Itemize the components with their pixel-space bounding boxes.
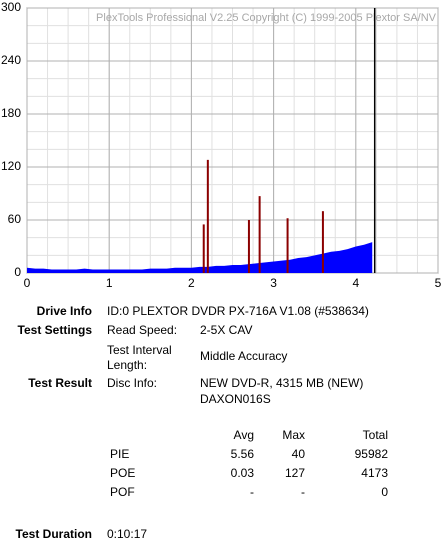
watermark: PlexTools Professional V2.25 Copyright (…	[96, 12, 437, 24]
grid	[26, 7, 439, 274]
cell: 127	[285, 466, 305, 480]
column-header: Avg	[234, 428, 254, 442]
label: Read Speed:	[107, 323, 177, 337]
row-label: PIE	[110, 447, 129, 461]
row-label: POE	[110, 466, 135, 480]
label: Test Result	[28, 376, 92, 390]
value: Middle Accuracy	[200, 349, 287, 363]
y-tick-label: 0	[14, 265, 21, 279]
cell: 40	[292, 447, 306, 461]
x-tick-label: 2	[188, 276, 195, 290]
pie-area	[27, 242, 373, 273]
cell: 4173	[361, 466, 388, 480]
label: Test Duration	[16, 527, 92, 541]
cell: 95982	[355, 447, 389, 461]
label: Disc Info:	[107, 376, 157, 390]
label: Drive Info	[37, 304, 92, 318]
value: 0:10:17	[107, 527, 147, 541]
x-tick-label: 0	[24, 276, 31, 290]
column-header: Max	[282, 428, 305, 442]
cell: 0.03	[231, 466, 255, 480]
value: 2-5X CAV	[200, 323, 252, 337]
y-tick-label: 180	[1, 106, 21, 120]
value: ID:0 PLEXTOR DVDR PX-716A V1.08 (#538634…	[107, 304, 369, 318]
value: NEW DVD-R, 4315 MB (NEW)	[200, 376, 363, 390]
x-tick-label: 1	[106, 276, 113, 290]
label: Test Settings	[18, 323, 93, 337]
column-header: Total	[363, 428, 388, 442]
x-tick-label: 3	[270, 276, 277, 290]
cell: 0	[381, 485, 388, 499]
label: Test Interval	[107, 343, 172, 357]
cell: 5.56	[231, 447, 255, 461]
y-tick-label: 120	[1, 159, 21, 173]
label: Length:	[107, 358, 147, 372]
row-label: POF	[110, 485, 135, 499]
y-tick-label: 300	[1, 0, 21, 14]
value: DAXON016S	[200, 392, 271, 406]
stats-table: Avg Max Total PIE 5.56 40 95982 POE 0.03 127 4173 P…	[110, 428, 388, 499]
x-tick-label: 4	[352, 276, 359, 290]
cell: -	[250, 485, 254, 499]
x-tick-label: 5	[435, 276, 442, 290]
cell: -	[301, 485, 305, 499]
y-tick-label: 60	[8, 212, 22, 226]
y-tick-label: 240	[1, 53, 21, 67]
